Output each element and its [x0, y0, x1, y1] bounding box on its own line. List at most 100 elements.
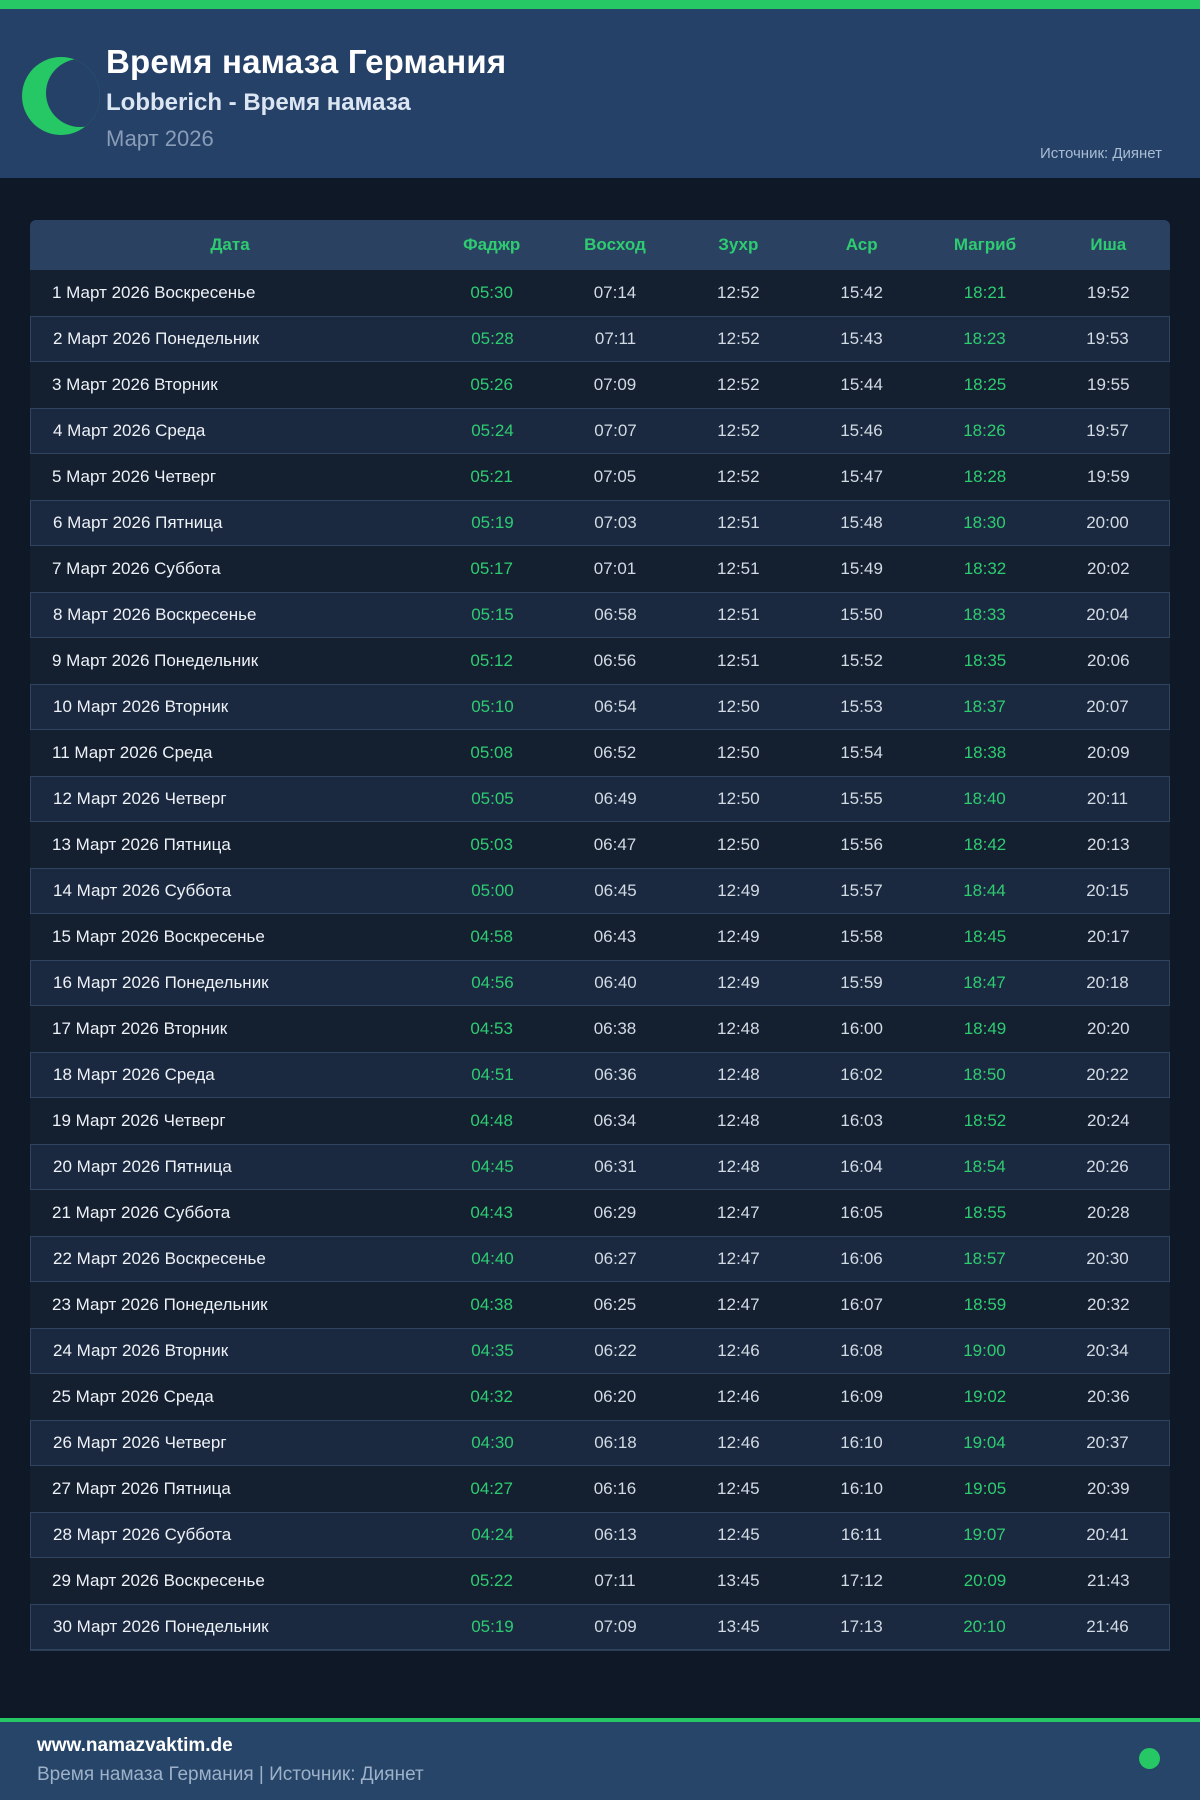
time-cell-asr: 16:04	[840, 1157, 883, 1176]
header-text-block: Время намаза Германия Lobberich - Время …	[106, 43, 1160, 152]
time-cell-fajr: 05:00	[471, 881, 514, 900]
time-cell-dhuhr: 12:46	[717, 1341, 760, 1360]
date-cell: 11 Март 2026 Среда	[52, 743, 213, 762]
table-row: 23 Март 2026 Понедельник 04:38 06:25 12:47 1…	[30, 1282, 1170, 1328]
time-cell-isha: 20:18	[1086, 973, 1129, 992]
time-cell-fajr: 05:24	[471, 421, 514, 440]
table-row: 13 Март 2026 Пятница 05:03 06:47 12:50 15:56…	[30, 822, 1170, 868]
time-cell-sunrise: 06:16	[593, 1479, 637, 1498]
time-cell-maghrib: 18:42	[963, 835, 1007, 854]
time-cell-dhuhr: 12:50	[717, 743, 760, 762]
time-cell-fajr: 05:21	[470, 467, 513, 486]
time-cell-dhuhr: 12:51	[717, 513, 760, 532]
footer: www.namazvaktim.de Время намаза Германия…	[0, 1718, 1200, 1800]
time-cell-asr: 15:44	[840, 375, 883, 394]
date-cell: 1 Март 2026 Воскресенье	[52, 283, 256, 302]
time-cell-sunrise: 06:54	[594, 697, 637, 716]
time-cell-fajr: 04:30	[471, 1433, 514, 1452]
time-cell-fajr: 04:58	[470, 927, 513, 946]
time-cell-sunrise: 06:25	[593, 1295, 637, 1314]
time-cell-fajr: 05:10	[471, 697, 514, 716]
time-cell-isha: 20:02	[1087, 559, 1130, 578]
time-cell-sunrise: 07:05	[593, 467, 637, 486]
time-cell-dhuhr: 12:51	[717, 559, 760, 578]
time-cell-dhuhr: 12:45	[717, 1479, 760, 1498]
date-cell: 19 Март 2026 Четверг	[52, 1111, 226, 1130]
time-cell-sunrise: 06:20	[593, 1387, 637, 1406]
time-cell-fajr: 05:17	[470, 559, 513, 578]
table-row: 20 Март 2026 Пятница 04:45 06:31 12:48 16:04…	[30, 1144, 1170, 1190]
time-cell-fajr: 05:19	[471, 513, 514, 532]
time-cell-sunrise: 06:18	[594, 1433, 637, 1452]
time-cell-dhuhr: 12:48	[717, 1019, 760, 1038]
time-cell-asr: 16:08	[840, 1341, 883, 1360]
main-content: Дата Фаджр Восход Зухр Аср Магриб Иша 1 Март 2…	[0, 178, 1200, 1651]
time-cell-maghrib: 20:10	[963, 1617, 1006, 1636]
date-cell: 30 Март 2026 Понедельник	[53, 1617, 269, 1636]
date-cell: 2 Март 2026 Понедельник	[53, 329, 260, 348]
table-row: 28 Март 2026 Суббота 04:24 06:13 12:45 16:11…	[30, 1512, 1170, 1558]
time-cell-fajr: 05:15	[471, 605, 514, 624]
time-cell-maghrib: 18:38	[963, 743, 1007, 762]
time-cell-sunrise: 06:31	[594, 1157, 637, 1176]
table-row: 14 Март 2026 Суббота 05:00 06:45 12:49 15:57…	[30, 868, 1170, 914]
time-cell-maghrib: 18:35	[963, 651, 1007, 670]
crescent-moon-cutout	[46, 59, 100, 127]
time-cell-fajr: 05:22	[470, 1571, 513, 1590]
time-cell-sunrise: 06:13	[594, 1525, 637, 1544]
time-cell-maghrib: 18:44	[963, 881, 1006, 900]
column-header-maghrib: Магриб	[953, 235, 1017, 254]
date-cell: 29 Март 2026 Воскресенье	[52, 1571, 265, 1590]
date-cell: 5 Март 2026 Четверг	[52, 467, 217, 486]
time-cell-dhuhr: 12:51	[717, 651, 760, 670]
time-cell-asr: 17:13	[840, 1617, 883, 1636]
time-cell-fajr: 05:12	[470, 651, 513, 670]
time-cell-maghrib: 18:49	[963, 1019, 1007, 1038]
footer-site-url: www.namazvaktim.de	[37, 1735, 233, 1756]
time-cell-dhuhr: 12:52	[717, 329, 760, 348]
status-dot	[1139, 1748, 1160, 1769]
date-cell: 3 Март 2026 Вторник	[52, 375, 218, 394]
table-row: 2 Март 2026 Понедельник 05:28 07:11 12:52 15…	[30, 316, 1170, 362]
time-cell-isha: 19:59	[1087, 467, 1130, 486]
date-cell: 14 Март 2026 Суббота	[53, 881, 232, 900]
time-cell-isha: 20:20	[1087, 1019, 1130, 1038]
time-cell-dhuhr: 13:45	[717, 1617, 760, 1636]
time-cell-maghrib: 18:37	[963, 697, 1006, 716]
time-cell-sunrise: 06:40	[594, 973, 637, 992]
time-cell-isha: 19:55	[1087, 375, 1130, 394]
top-accent-bar	[0, 0, 1200, 9]
table-row: 8 Март 2026 Воскресенье 05:15 06:58 12:51 15…	[30, 592, 1170, 638]
time-cell-fajr: 04:24	[471, 1525, 514, 1544]
time-cell-isha: 20:32	[1087, 1295, 1130, 1314]
time-cell-dhuhr: 12:49	[717, 881, 760, 900]
time-cell-dhuhr: 13:45	[717, 1571, 760, 1590]
table-row: 5 Март 2026 Четверг 05:21 07:05 12:52 15:47 1…	[30, 454, 1170, 500]
column-header-asr: Аср	[845, 235, 878, 254]
time-cell-maghrib: 18:50	[963, 1065, 1006, 1084]
time-cell-fajr: 05:08	[470, 743, 513, 762]
time-cell-fajr: 04:53	[470, 1019, 513, 1038]
time-cell-asr: 16:09	[840, 1387, 883, 1406]
table-row: 27 Март 2026 Пятница 04:27 06:16 12:45 16:10…	[30, 1466, 1170, 1512]
time-cell-maghrib: 18:23	[963, 329, 1006, 348]
time-cell-asr: 16:00	[840, 1019, 883, 1038]
time-cell-isha: 20:22	[1086, 1065, 1129, 1084]
time-cell-dhuhr: 12:48	[717, 1111, 760, 1130]
page-subtitle: Lobberich - Время намаза	[106, 89, 411, 116]
time-cell-asr: 15:55	[840, 789, 883, 808]
time-cell-isha: 20:28	[1087, 1203, 1130, 1222]
date-cell: 18 Март 2026 Среда	[53, 1065, 215, 1084]
date-cell: 15 Март 2026 Воскресенье	[52, 927, 265, 946]
time-cell-maghrib: 19:00	[963, 1341, 1006, 1360]
column-header-sunrise: Восход	[584, 235, 646, 254]
date-cell: 8 Март 2026 Воскресенье	[53, 605, 257, 624]
time-cell-fajr: 04:38	[470, 1295, 513, 1314]
time-cell-asr: 16:02	[840, 1065, 883, 1084]
time-cell-dhuhr: 12:52	[717, 467, 760, 486]
table-row: 4 Март 2026 Среда 05:24 07:07 12:52 15:46 18:…	[30, 408, 1170, 454]
date-cell: 16 Март 2026 Понедельник	[53, 973, 269, 992]
time-cell-maghrib: 18:45	[963, 927, 1007, 946]
time-cell-sunrise: 06:45	[594, 881, 637, 900]
table-body: 1 Март 2026 Воскресенье 05:30 07:14 12:52 15…	[30, 270, 1170, 1650]
